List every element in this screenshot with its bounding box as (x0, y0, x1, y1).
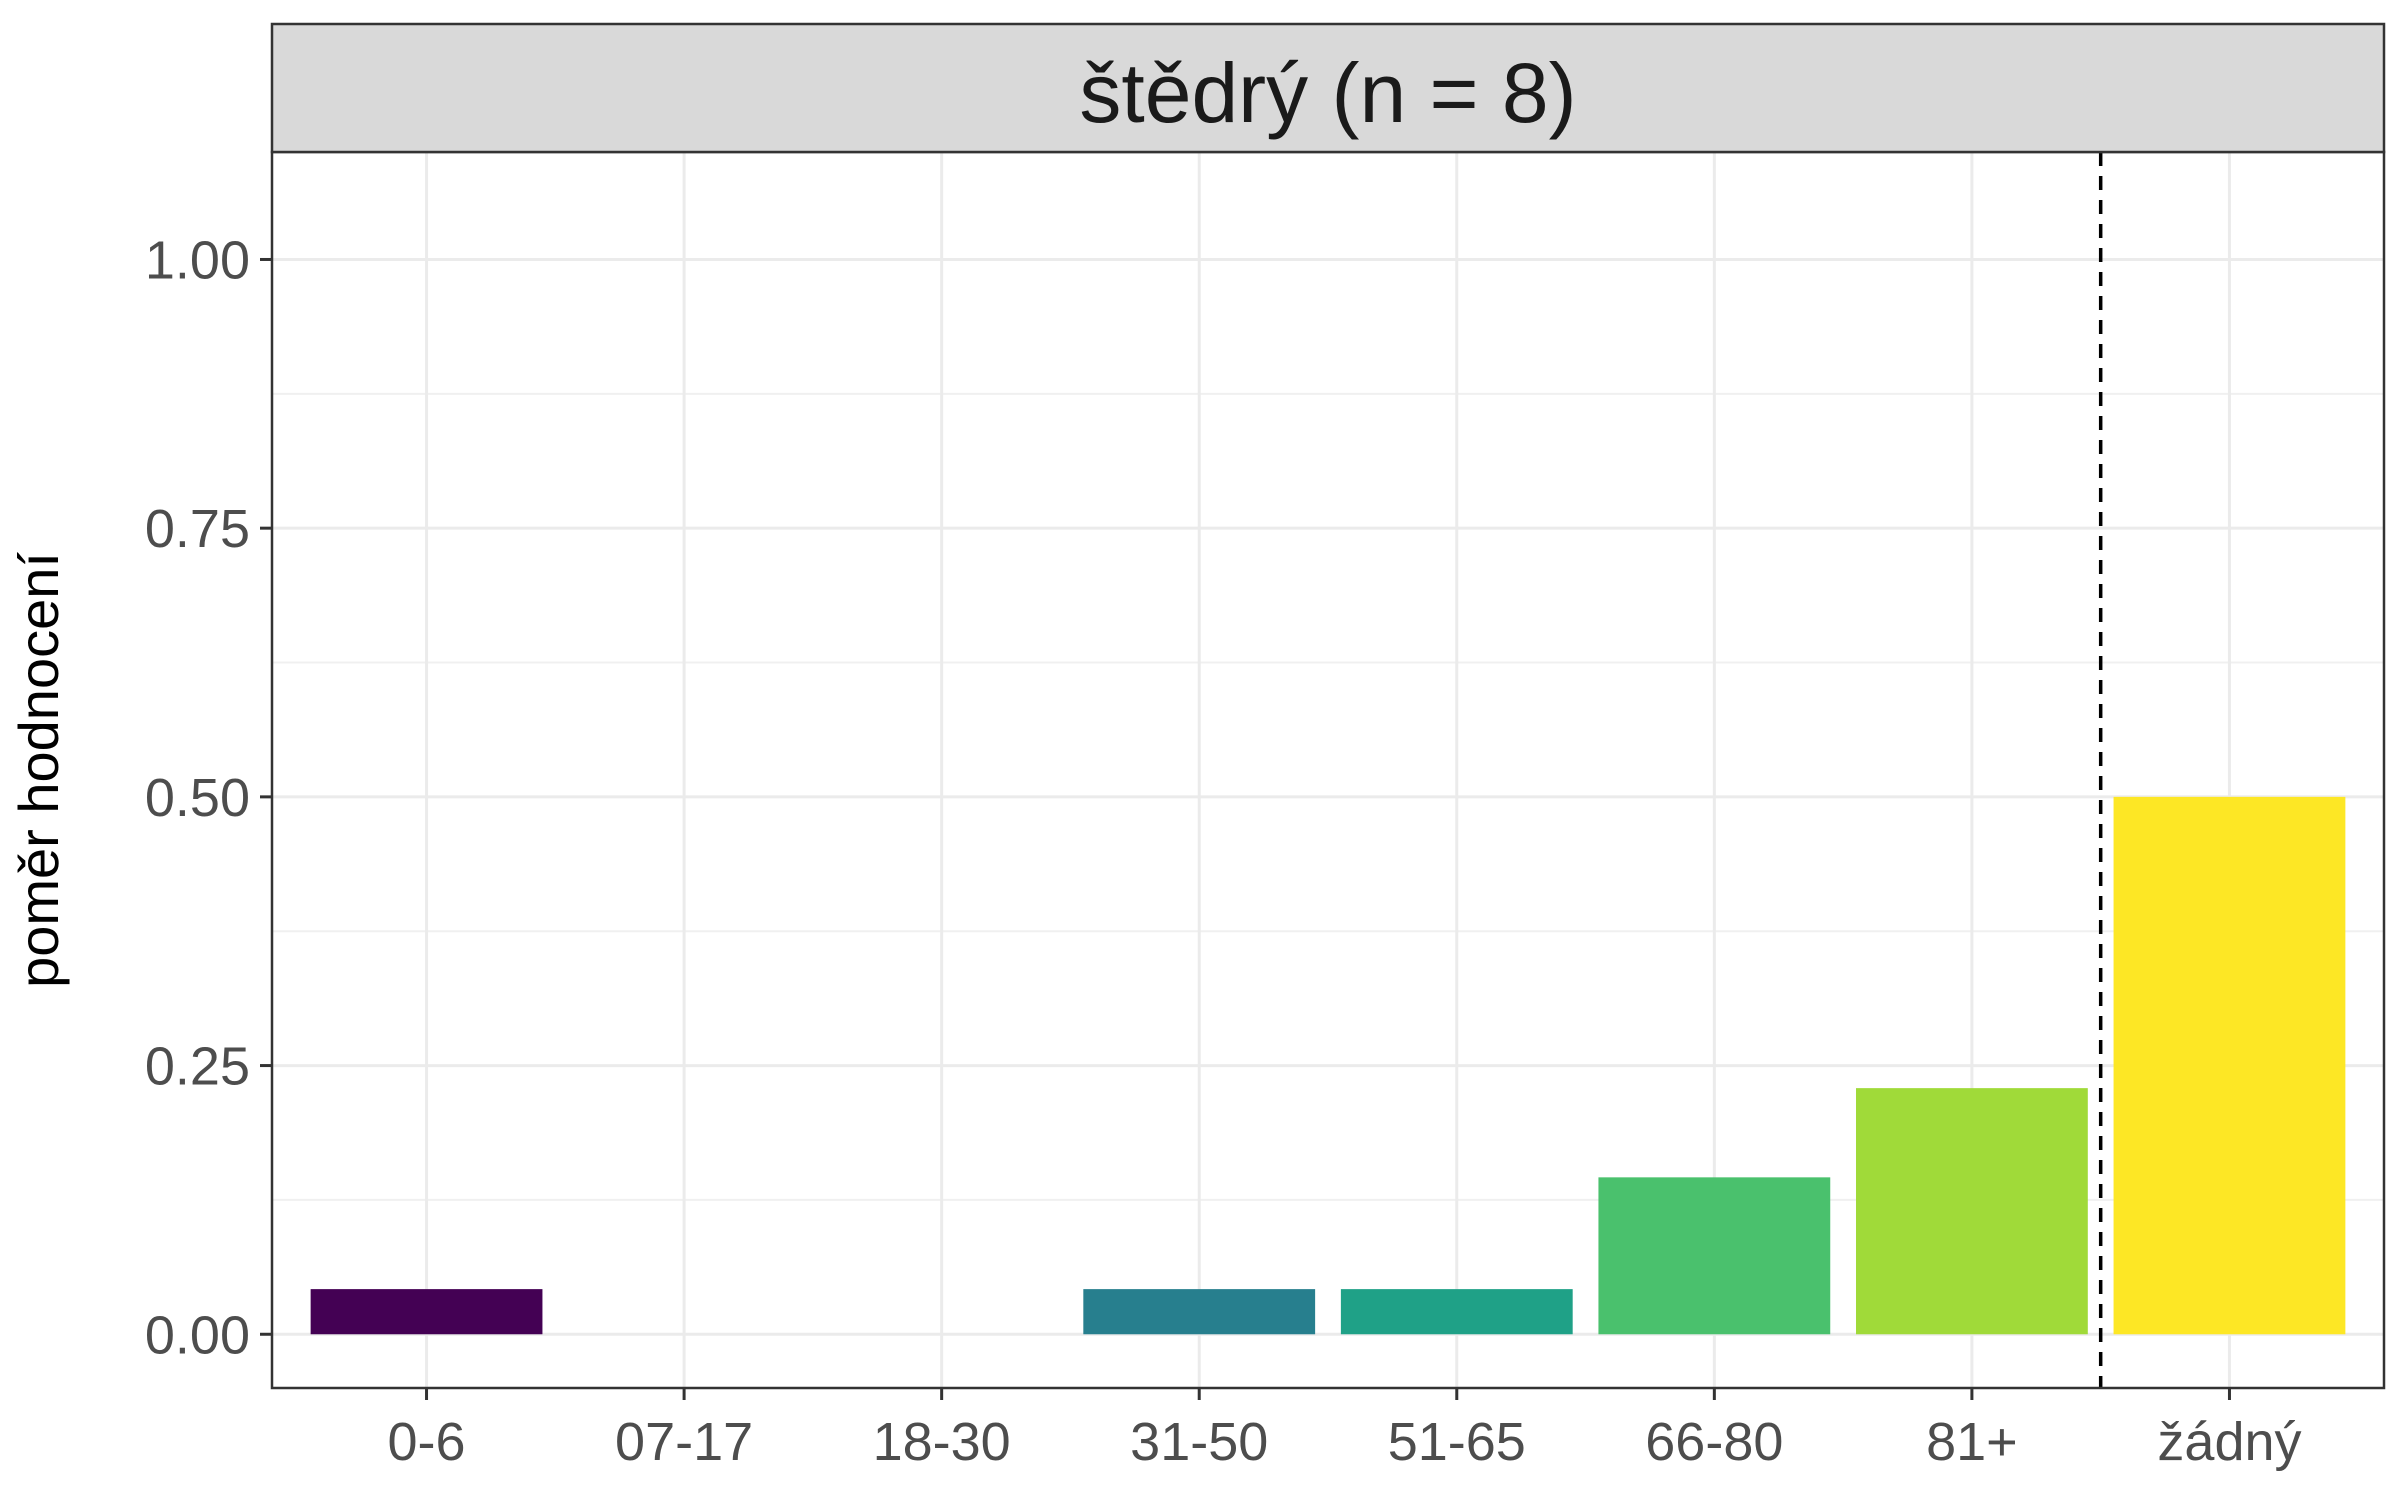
bars (310, 796, 2346, 1335)
bar-66-80 (1598, 1177, 1831, 1335)
y-axis-title: poměr hodnocení (7, 552, 70, 988)
bar-51-65 (1340, 1289, 1573, 1335)
x-axis: 0-6 07-17 18-30 31-50 51-65 66-80 81+ žádný (388, 1388, 2302, 1472)
y-tick-label: 0.25 (145, 1037, 250, 1097)
facet-strip (270, 22, 2386, 154)
bar-31-50 (1083, 1289, 1316, 1335)
x-tick-label: 66-80 (1645, 1412, 1783, 1472)
x-tick-label: 18-30 (873, 1412, 1011, 1472)
x-tick-label: 0-6 (388, 1412, 466, 1472)
y-tick-label: 1.00 (145, 230, 250, 290)
y-tick-label: 0.50 (145, 768, 250, 828)
major-gridlines (272, 152, 2384, 1388)
x-tick-label: 51-65 (1388, 1412, 1526, 1472)
x-tick-label: žádný (2157, 1412, 2301, 1472)
y-axis: 0.00 0.25 0.50 0.75 1.00 (145, 230, 272, 1365)
bar-žádný (2113, 796, 2346, 1335)
bar-0-6 (310, 1289, 543, 1335)
y-tick-label: 0.75 (145, 499, 250, 559)
x-tick-label: 07-17 (615, 1412, 753, 1472)
facet-title: štědrý (n = 8) (1079, 46, 1576, 140)
x-tick-label: 81+ (1926, 1412, 2018, 1472)
x-tick-label: 31-50 (1130, 1412, 1268, 1472)
y-tick-label: 0.00 (145, 1305, 250, 1365)
bar-81+ (1856, 1088, 2088, 1335)
